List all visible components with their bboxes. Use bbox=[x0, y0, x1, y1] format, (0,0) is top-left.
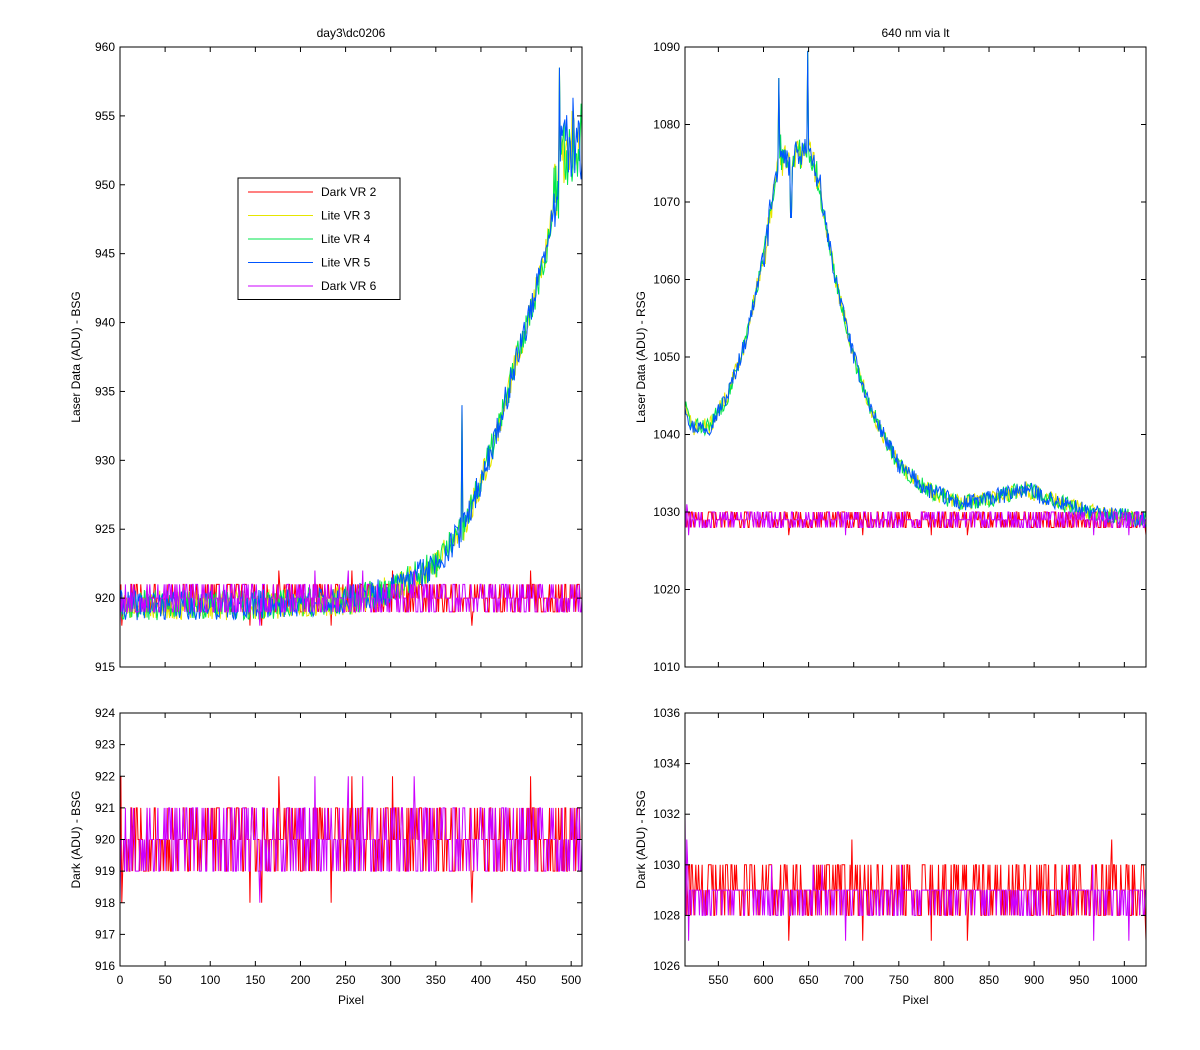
series-line-dark-vr-6 bbox=[685, 814, 1146, 941]
x-tick-label: 500 bbox=[561, 973, 581, 987]
series-line-dark-vr-2 bbox=[120, 776, 582, 903]
y-tick-label: 945 bbox=[95, 247, 115, 261]
y-axis-label: Laser Data (ADU) - BSG bbox=[69, 291, 83, 422]
series-group bbox=[685, 814, 1146, 941]
y-tick-label: 922 bbox=[95, 769, 115, 783]
series-line-dark-vr-6 bbox=[120, 776, 582, 903]
x-tick-label: 650 bbox=[799, 973, 819, 987]
y-tick-label: 1050 bbox=[653, 350, 680, 364]
y-axis-label: Laser Data (ADU) - RSG bbox=[634, 291, 648, 423]
y-tick-label: 1028 bbox=[653, 908, 680, 922]
x-tick-label: 600 bbox=[753, 973, 773, 987]
y-tick-label: 940 bbox=[95, 316, 115, 330]
series-line-lite-vr-3 bbox=[685, 50, 1146, 527]
series-line-dark-vr-6 bbox=[685, 504, 1146, 536]
chart-top-right: 1010 1020 1030 1040 1050 1060 1070 1080 1090 640 … bbox=[634, 26, 1147, 674]
legend-entry: Lite VR 5 bbox=[321, 256, 371, 270]
y-axis-label: Dark (ADU) - BSG bbox=[69, 790, 83, 888]
legend-entry: Lite VR 3 bbox=[321, 209, 371, 223]
chart-top-left: 915 920 925 930 935 940 945 950 955 960 day3\dc020… bbox=[69, 26, 583, 674]
x-tick-label: 150 bbox=[245, 973, 265, 987]
y-tick-label: 916 bbox=[95, 959, 115, 973]
x-axis-label: Pixel bbox=[338, 993, 364, 1007]
x-tick-label: 900 bbox=[1024, 973, 1044, 987]
series-line-dark-vr-2 bbox=[685, 839, 1146, 941]
series-group bbox=[120, 776, 582, 903]
plot-frame bbox=[119, 46, 583, 668]
x-tick-label: 550 bbox=[708, 973, 728, 987]
y-tick-label: 923 bbox=[95, 738, 115, 752]
y-tick-label: 1040 bbox=[653, 428, 680, 442]
x-tick-label: 400 bbox=[471, 973, 491, 987]
x-tick-label: 450 bbox=[516, 973, 536, 987]
x-tick-label: 50 bbox=[158, 973, 172, 987]
y-tick-label: 955 bbox=[95, 109, 115, 123]
y-tick-label: 920 bbox=[95, 833, 115, 847]
y-axis-label: Dark (ADU) - RSG bbox=[634, 790, 648, 889]
y-tick-label: 1036 bbox=[653, 706, 680, 720]
series-group bbox=[685, 50, 1146, 536]
y-tick-label: 1030 bbox=[653, 858, 680, 872]
y-tick-label: 1080 bbox=[653, 118, 680, 132]
y-tick-label: 920 bbox=[95, 591, 115, 605]
y-tick-label: 925 bbox=[95, 522, 115, 536]
x-tick-label: 950 bbox=[1069, 973, 1089, 987]
series-line-dark-vr-6 bbox=[120, 570, 582, 626]
y-tick-label: 924 bbox=[95, 706, 115, 720]
y-tick-label: 1010 bbox=[653, 660, 680, 674]
series-group bbox=[120, 67, 582, 626]
y-tick-label: 917 bbox=[95, 927, 115, 941]
x-tick-label: 250 bbox=[336, 973, 356, 987]
y-tick-label: 915 bbox=[95, 660, 115, 674]
chart-title: 640 nm via lt bbox=[881, 26, 950, 40]
y-tick-label: 950 bbox=[95, 178, 115, 192]
y-tick-label: 921 bbox=[95, 801, 115, 815]
x-tick-label: 700 bbox=[844, 973, 864, 987]
chart-title: day3\dc0206 bbox=[317, 26, 386, 40]
series-line-lite-vr-3 bbox=[120, 67, 582, 621]
legend: Dark VR 2 Lite VR 3 Lite VR 4 Lite VR 5 Dark… bbox=[237, 177, 401, 300]
series-line-lite-vr-4 bbox=[120, 67, 582, 622]
y-tick-label: 1090 bbox=[653, 40, 680, 54]
series-line-lite-vr-5 bbox=[120, 67, 582, 621]
y-tick-label: 919 bbox=[95, 864, 115, 878]
y-tick-label: 918 bbox=[95, 896, 115, 910]
y-tick-label: 960 bbox=[95, 40, 115, 54]
x-tick-label: 200 bbox=[290, 973, 310, 987]
chart-bottom-left: 0 50 100 150 200 250 300 350 400 450 500 916 917 918 9… bbox=[69, 706, 583, 1007]
chart-bottom-right: 550 600 650 700 750 800 850 900 950 1000 1026 1028 1… bbox=[634, 706, 1147, 1007]
series-line-dark-vr-2 bbox=[685, 511, 1146, 536]
y-tick-label: 1026 bbox=[653, 959, 680, 973]
x-tick-label: 300 bbox=[381, 973, 401, 987]
legend-entry: Dark VR 2 bbox=[321, 185, 377, 199]
x-tick-label: 750 bbox=[889, 973, 909, 987]
y-tick-label: 930 bbox=[95, 453, 115, 467]
y-tick-label: 1034 bbox=[653, 757, 680, 771]
legend-entry: Dark VR 6 bbox=[321, 279, 377, 293]
series-line-lite-vr-5 bbox=[685, 50, 1146, 528]
y-tick-label: 935 bbox=[95, 384, 115, 398]
legend-entry: Lite VR 4 bbox=[321, 232, 371, 246]
y-tick-label: 1030 bbox=[653, 505, 680, 519]
y-tick-label: 1070 bbox=[653, 195, 680, 209]
series-line-lite-vr-4 bbox=[685, 50, 1146, 527]
x-tick-label: 850 bbox=[979, 973, 999, 987]
x-tick-label: 350 bbox=[426, 973, 446, 987]
y-tick-label: 1060 bbox=[653, 273, 680, 287]
x-tick-label: 1000 bbox=[1111, 973, 1138, 987]
x-tick-label: 100 bbox=[200, 973, 220, 987]
x-axis-label: Pixel bbox=[902, 993, 928, 1007]
y-tick-label: 1020 bbox=[653, 583, 680, 597]
x-tick-label: 800 bbox=[934, 973, 954, 987]
x-tick-label: 0 bbox=[117, 973, 124, 987]
y-tick-label: 1032 bbox=[653, 807, 680, 821]
plot-frame bbox=[684, 46, 1147, 668]
plot-frame bbox=[684, 712, 1147, 967]
